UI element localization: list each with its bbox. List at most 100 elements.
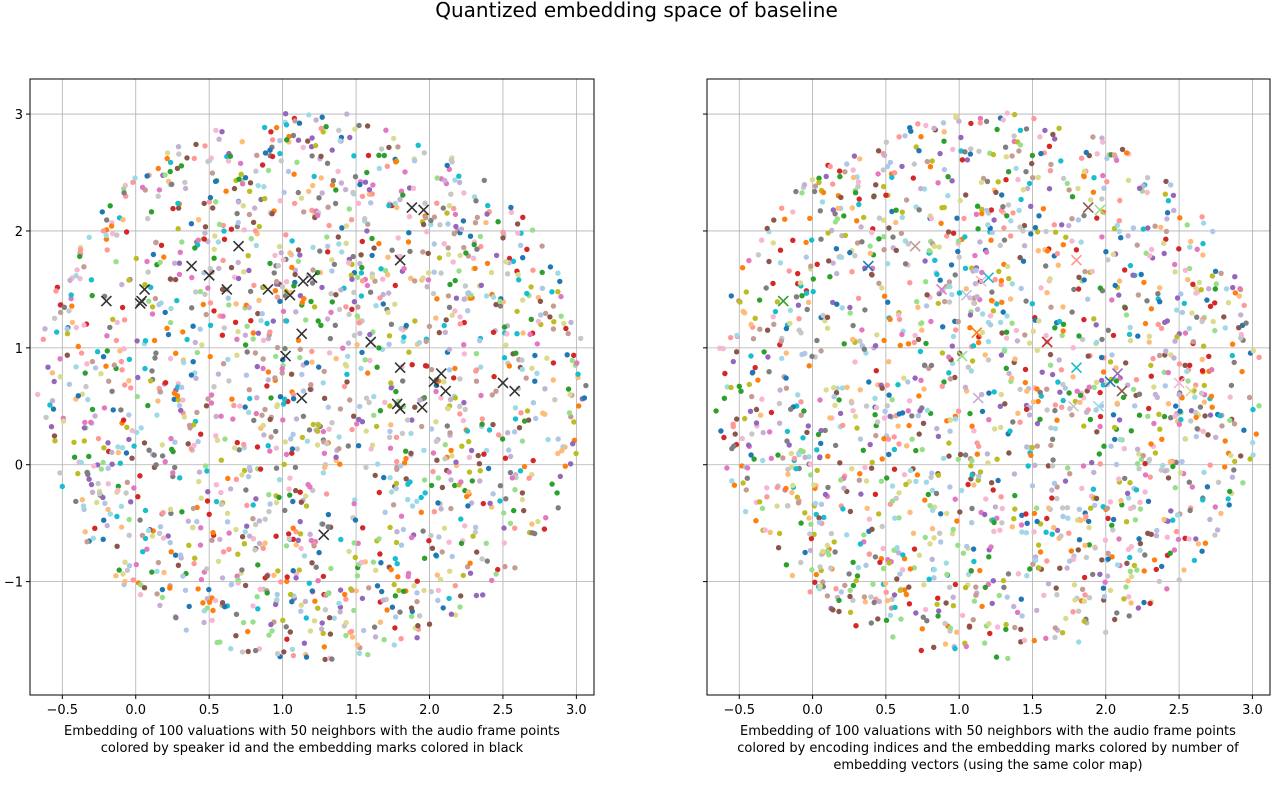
audio-frame-point	[847, 587, 853, 594]
audio-frame-point	[921, 582, 927, 588]
audio-frame-point	[233, 633, 239, 639]
audio-frame-point	[457, 314, 463, 320]
audio-frame-point	[1162, 468, 1168, 474]
audio-frame-point	[399, 430, 406, 437]
audio-frame-point	[401, 265, 407, 272]
audio-frame-point	[1176, 361, 1183, 367]
audio-frame-point	[896, 134, 902, 140]
audio-frame-point	[1003, 335, 1010, 341]
audio-frame-point	[295, 247, 302, 253]
left-x-tick-label: 1.0	[272, 703, 293, 718]
audio-frame-point	[213, 199, 219, 205]
audio-frame-point	[1016, 207, 1022, 214]
audio-frame-point	[353, 588, 359, 594]
audio-frame-point	[66, 308, 72, 314]
audio-frame-point	[262, 516, 268, 522]
audio-frame-point	[743, 289, 749, 295]
audio-frame-point	[855, 183, 861, 190]
audio-frame-point	[909, 436, 915, 442]
audio-frame-point	[1018, 522, 1025, 528]
audio-frame-point	[519, 496, 526, 503]
audio-frame-point	[326, 350, 333, 356]
audio-frame-point	[225, 475, 231, 482]
audio-frame-point	[276, 477, 283, 483]
audio-frame-point	[1094, 429, 1100, 435]
audio-frame-point	[993, 654, 1000, 660]
audio-frame-point	[477, 338, 483, 344]
audio-frame-point	[239, 649, 246, 655]
audio-frame-point	[563, 325, 569, 332]
audio-frame-point	[998, 352, 1005, 358]
audio-frame-point	[532, 378, 538, 384]
audio-frame-point	[452, 211, 459, 218]
audio-frame-point	[461, 342, 467, 348]
audio-frame-point	[342, 361, 348, 368]
audio-frame-point	[235, 199, 242, 205]
audio-frame-point	[421, 447, 427, 453]
audio-frame-point	[965, 364, 971, 370]
audio-frame-point	[490, 329, 497, 335]
audio-frame-point	[931, 125, 937, 131]
audio-frame-point	[856, 477, 862, 483]
audio-frame-point	[875, 171, 881, 177]
audio-frame-point	[169, 181, 175, 187]
audio-frame-point	[448, 447, 454, 454]
audio-frame-point	[472, 524, 479, 530]
audio-frame-point	[1068, 548, 1075, 554]
audio-frame-point	[303, 360, 310, 366]
audio-frame-point	[880, 565, 887, 572]
audio-frame-point	[478, 282, 484, 288]
audio-frame-point	[318, 175, 324, 181]
audio-frame-point	[1128, 505, 1134, 512]
audio-frame-point	[935, 433, 942, 440]
audio-frame-point	[999, 192, 1005, 198]
audio-frame-point	[271, 270, 277, 276]
audio-frame-point	[896, 515, 902, 521]
audio-frame-point	[1177, 215, 1183, 221]
audio-frame-point	[204, 468, 210, 474]
audio-frame-point	[246, 188, 253, 194]
audio-frame-point	[1035, 542, 1042, 548]
audio-frame-point	[254, 444, 261, 450]
audio-frame-point	[1047, 168, 1054, 174]
audio-frame-point	[947, 484, 953, 490]
audio-frame-point	[419, 423, 425, 430]
audio-frame-point	[1009, 375, 1015, 381]
audio-frame-point	[377, 551, 383, 557]
audio-frame-point	[431, 269, 437, 275]
audio-frame-point	[487, 500, 493, 506]
audio-frame-point	[802, 510, 808, 516]
embedding-mark	[297, 275, 309, 287]
audio-frame-point	[1176, 391, 1182, 398]
audio-frame-point	[1173, 528, 1180, 535]
audio-frame-point	[868, 594, 874, 600]
audio-frame-point	[895, 423, 901, 429]
audio-frame-point	[809, 567, 815, 573]
audio-frame-point	[138, 425, 144, 431]
audio-frame-point	[529, 227, 536, 233]
audio-frame-point	[504, 271, 511, 277]
audio-frame-point	[750, 336, 757, 342]
audio-frame-point	[142, 365, 148, 372]
audio-frame-point	[1110, 332, 1117, 339]
audio-frame-point	[824, 314, 831, 320]
audio-frame-point	[282, 293, 289, 299]
audio-frame-point	[1113, 365, 1119, 371]
audio-frame-point	[1156, 411, 1162, 417]
audio-frame-point	[515, 272, 521, 278]
audio-frame-point	[468, 447, 475, 454]
audio-frame-point	[512, 525, 518, 531]
audio-frame-point	[798, 520, 804, 526]
audio-frame-point	[941, 138, 947, 144]
audio-frame-point	[917, 348, 924, 355]
audio-frame-point	[1112, 616, 1118, 623]
audio-frame-point	[919, 446, 925, 453]
audio-frame-point	[1006, 370, 1012, 377]
audio-frame-point	[747, 408, 754, 414]
audio-frame-point	[926, 576, 932, 582]
audio-frame-point	[918, 134, 924, 140]
audio-frame-point	[496, 432, 502, 438]
audio-frame-point	[307, 531, 313, 537]
audio-frame-point	[144, 546, 150, 552]
audio-frame-point	[1063, 234, 1069, 240]
